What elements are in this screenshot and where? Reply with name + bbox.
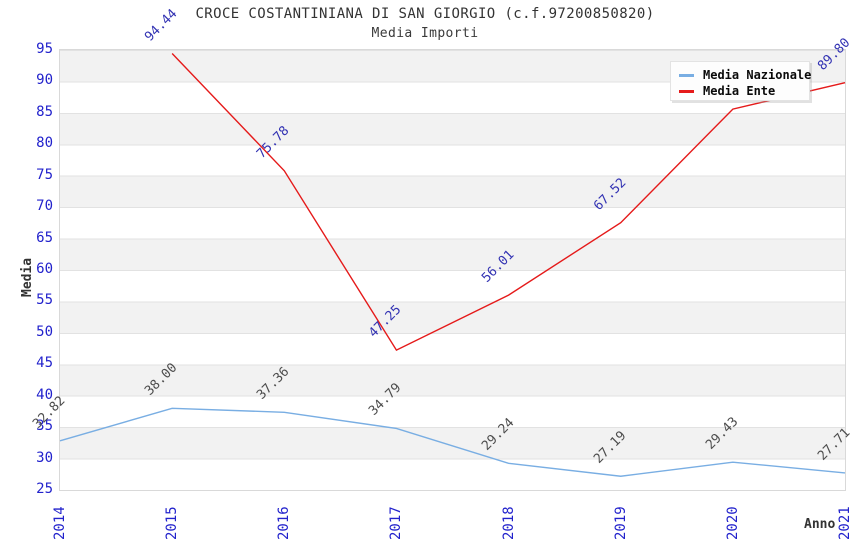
y-tick-label: 25 bbox=[36, 481, 53, 497]
x-tick-label: 2021 bbox=[837, 506, 850, 540]
y-tick-label: 70 bbox=[36, 198, 53, 215]
y-tick-label: 75 bbox=[36, 166, 53, 183]
media-ente-line-swatch-icon bbox=[679, 89, 694, 93]
y-tick-label: 55 bbox=[36, 292, 53, 309]
x-axis-title: Anno bbox=[804, 517, 836, 532]
legend-item-media-ente: Media Ente bbox=[679, 83, 809, 99]
y-tick-label: 95 bbox=[36, 41, 53, 57]
y-tick-label: 80 bbox=[36, 135, 53, 152]
chart-title: CROCE COSTANTINIANA DI SAN GIORGIO (c.f.… bbox=[195, 6, 655, 22]
y-tick-label: 65 bbox=[36, 229, 53, 246]
x-tick-label: 2015 bbox=[164, 506, 181, 540]
x-tick-label: 2018 bbox=[500, 506, 517, 540]
x-tick-label: 2016 bbox=[276, 506, 293, 540]
series-lines-canvas bbox=[59, 53, 846, 477]
y-tick-label: 30 bbox=[36, 449, 53, 466]
legend-label: Media Ente bbox=[703, 84, 776, 98]
y-tick-label: 40 bbox=[36, 386, 53, 403]
series-line-media-nazionale bbox=[59, 407, 846, 477]
chart-subtitle: Media Importi bbox=[371, 26, 479, 41]
x-tick-label: 2017 bbox=[388, 506, 405, 540]
legend: Media Nazionale Media Ente bbox=[670, 61, 812, 101]
y-tick-label: 85 bbox=[36, 103, 53, 120]
y-tick-label: 50 bbox=[36, 323, 53, 340]
legend-label: Media Nazionale bbox=[703, 68, 812, 82]
media-nazionale-line-swatch-icon bbox=[679, 73, 694, 77]
y-tick-label: 90 bbox=[36, 72, 53, 89]
plot-area bbox=[60, 50, 845, 490]
series-line-media-ente bbox=[171, 53, 846, 352]
x-tick-label: 2014 bbox=[52, 506, 68, 540]
y-tick-label: 45 bbox=[36, 355, 53, 372]
y-tick-label: 60 bbox=[36, 261, 53, 277]
x-tick-label: 2019 bbox=[612, 506, 629, 540]
x-tick-label: 2020 bbox=[724, 506, 741, 540]
y-tick-label: 35 bbox=[36, 418, 53, 435]
legend-item-media-nazionale: Media Nazionale bbox=[679, 67, 812, 83]
